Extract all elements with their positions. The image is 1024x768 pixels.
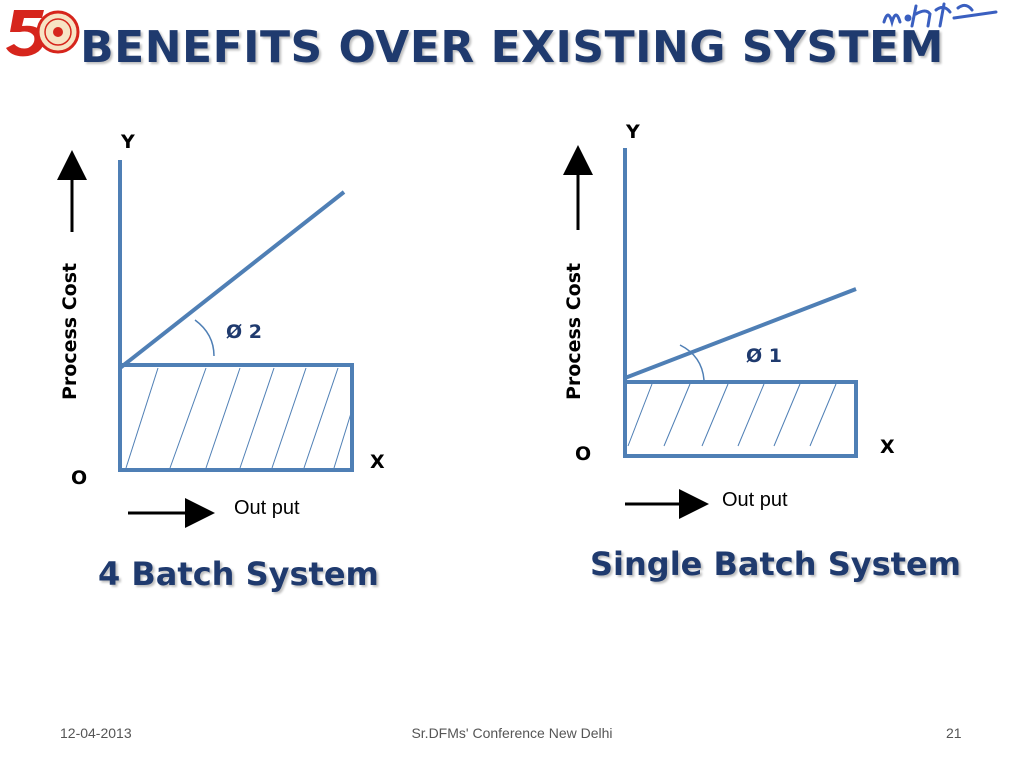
- right-y-axis-label: Process Cost: [563, 262, 585, 400]
- footer-page-number: 21: [946, 725, 962, 741]
- right-hatch: [627, 383, 837, 447]
- left-origin-label: O: [71, 467, 88, 489]
- right-x-letter: X: [880, 436, 895, 458]
- left-y-letter: Y: [121, 131, 135, 153]
- left-x-letter: X: [370, 451, 385, 473]
- left-y-axis-label: Process Cost: [59, 262, 81, 400]
- slide-title: BENEFITS OVER EXISTING SYSTEM: [80, 22, 944, 73]
- left-x-axis-label: Out put: [234, 497, 300, 519]
- right-angle-arc: [679, 344, 705, 381]
- left-diagram: [57, 150, 354, 528]
- right-x-axis-label: Out put: [722, 489, 788, 511]
- right-origin-label: O: [575, 443, 592, 465]
- right-caption: Single Batch System: [590, 545, 961, 583]
- right-diagram: [563, 145, 858, 519]
- left-angle-label: Ø 2: [226, 321, 262, 343]
- footer-event: Sr.DFMs' Conference New Delhi: [411, 725, 613, 741]
- left-angle-arc: [194, 319, 215, 357]
- right-angle-label: Ø 1: [746, 345, 782, 367]
- footer-date: 12-04-2013: [60, 725, 132, 741]
- right-y-letter: Y: [626, 121, 640, 143]
- left-cost-line: [118, 190, 346, 370]
- right-cost-line: [624, 287, 857, 380]
- left-hatch: [125, 367, 353, 469]
- left-caption: 4 Batch System: [98, 555, 379, 593]
